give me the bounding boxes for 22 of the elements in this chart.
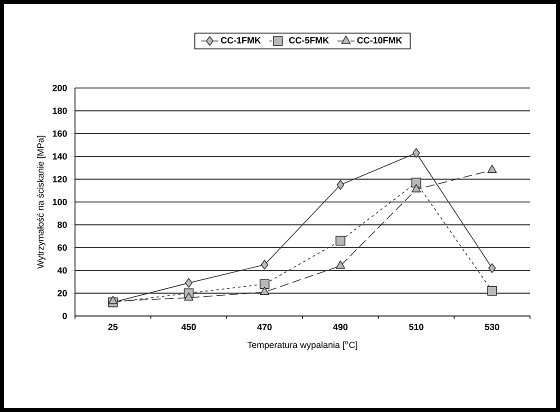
y-tick-label: 40 bbox=[57, 267, 67, 274]
y-tick-label: 60 bbox=[58, 244, 67, 251]
y-tick-label: 180 bbox=[52, 108, 67, 114]
legend-label: CC-10FMK bbox=[357, 37, 402, 44]
y-tick-label: 200 bbox=[52, 84, 67, 92]
x-tick-label: 470 bbox=[257, 324, 272, 330]
y-tick-label: 80 bbox=[58, 222, 67, 228]
y-tick-label: 20 bbox=[58, 290, 67, 296]
legend-label: CC-1FMK bbox=[220, 37, 261, 44]
y-tick-label: 100 bbox=[52, 198, 67, 206]
x-tick-label: 530 bbox=[484, 324, 500, 330]
y-tick-label: 120 bbox=[52, 176, 67, 182]
x-axis-title: Temperatura wypalania [$^{o}$C] bbox=[247, 340, 358, 350]
x-tick-label: 510 bbox=[409, 324, 424, 330]
x-tick-label: 25 bbox=[108, 324, 118, 330]
legend-label: CC-5FMK bbox=[289, 37, 329, 44]
x-tick-label: 490 bbox=[333, 324, 348, 330]
x-tick-label: 450 bbox=[181, 324, 196, 330]
y-axis-title: Wytrzymałość na ściskanie [MPa] bbox=[36, 136, 46, 269]
y-tick-label: 140 bbox=[52, 153, 67, 160]
y-tick-label: 160 bbox=[52, 130, 67, 137]
y-tick-label: 0 bbox=[62, 312, 67, 320]
